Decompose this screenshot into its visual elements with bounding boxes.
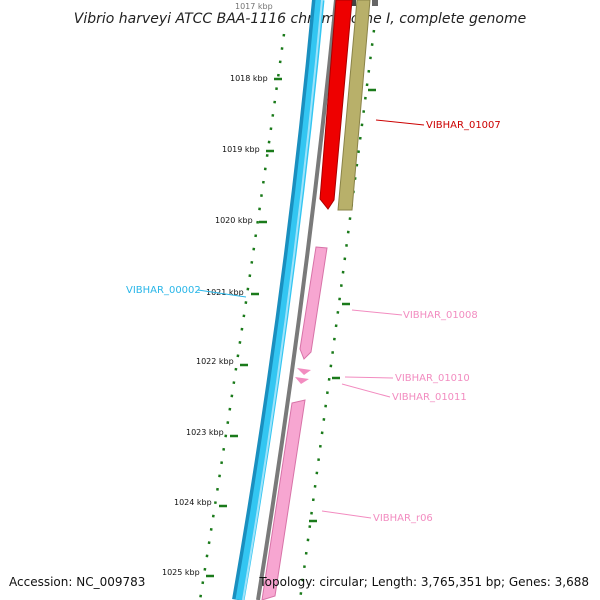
gene-label-vibhar-01010[interactable]: VIBHAR_01010 (395, 373, 470, 384)
tick-label-1018: 1018 kbp (230, 74, 268, 83)
top-stub (372, 0, 378, 6)
tick-label-top: 1017 kbp (235, 2, 273, 11)
tick-label-1021: 1021 kbp (206, 288, 244, 297)
cyan-gene-track[interactable] (235, 0, 325, 600)
gene-vibhar-01010[interactable] (297, 368, 311, 375)
leader-vibhar-01007 (375, 119, 425, 126)
gene-olive[interactable] (337, 0, 371, 211)
leader-vibhar-r06 (321, 510, 372, 519)
gene-label-vibhar-r06[interactable]: VIBHAR_r06 (373, 513, 433, 524)
gene-label-vibhar-00002[interactable]: VIBHAR_00002 (126, 285, 201, 296)
backbone-line (256, 0, 338, 600)
tick-label-1025: 1025 kbp (162, 568, 200, 577)
tick-label-1020: 1020 kbp (215, 216, 253, 225)
gene-vibhar-01008[interactable] (299, 246, 328, 360)
map-title: Vibrio harveyi ATCC BAA-1116 chromosome … (74, 11, 526, 27)
gene-vibhar-01011[interactable] (295, 377, 309, 384)
gene-vibhar-r06[interactable] (261, 399, 306, 600)
tick-label-1024: 1024 kbp (174, 498, 212, 507)
gene-label-vibhar-01008[interactable]: VIBHAR_01008 (403, 310, 478, 321)
cyan-track-highlight (242, 0, 323, 600)
gene-vibhar-01007[interactable] (319, 0, 353, 210)
accession-text: Accession: NC_009783 (9, 575, 145, 589)
leader-vibhar-01008 (351, 309, 403, 316)
top-stub-2 (350, 0, 356, 6)
tick-label-1019: 1019 kbp (222, 145, 260, 154)
leader-vibhar-01011 (341, 383, 391, 398)
gene-label-vibhar-01007[interactable]: VIBHAR_01007 (426, 120, 501, 131)
leader-vibhar-00002 (197, 289, 247, 298)
major-ticks (206, 77, 376, 578)
leader-vibhar-01010 (344, 376, 394, 379)
tick-label-1022: 1022 kbp (196, 357, 234, 366)
tick-label-1023: 1023 kbp (186, 428, 224, 437)
topology-summary: Topology: circular; Length: 3,765,351 bp… (258, 575, 589, 589)
gene-label-vibhar-01011[interactable]: VIBHAR_01011 (392, 392, 467, 403)
